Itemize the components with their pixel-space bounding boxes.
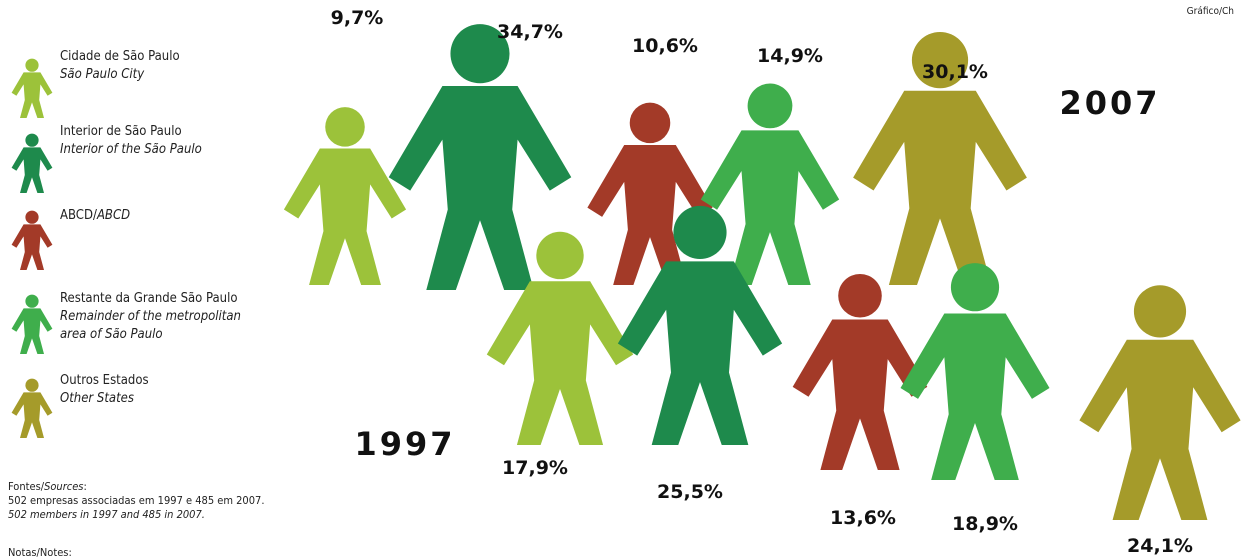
legend-label: ABCD	[60, 208, 93, 223]
person-figure	[700, 83, 840, 285]
sources-label-en: Sources	[44, 480, 84, 493]
value-label: 18,9%	[952, 513, 1018, 535]
legend-icon	[11, 210, 53, 270]
person-figure	[283, 107, 407, 285]
figure-body	[11, 147, 53, 193]
figure-head	[25, 210, 39, 224]
figure-body	[587, 145, 713, 285]
colon: :	[83, 480, 87, 493]
person-figure	[900, 263, 1050, 480]
legend-label: Cidade de São Paulo	[60, 49, 180, 64]
sources-text: 502 empresas associadas em 1997 e 485 em…	[8, 494, 265, 507]
legend-label-en: Interior of the São Paulo	[60, 142, 202, 157]
person-figure	[792, 273, 928, 470]
figure-head	[25, 378, 39, 392]
person-figure	[388, 24, 572, 290]
sources-label: Fontes/	[8, 480, 45, 493]
legend-label-en: ABCD	[96, 208, 131, 223]
figure-head	[911, 31, 969, 89]
person-figure	[853, 31, 1027, 285]
figure-head	[450, 24, 510, 84]
separator: /	[92, 208, 97, 223]
credit: Gráfico/Ch	[1186, 6, 1234, 17]
person-figure	[486, 231, 634, 445]
value-label: 34,7%	[497, 21, 563, 43]
figure-body	[617, 261, 783, 445]
legend-entry: Cidade de São Paulo São Paulo City	[60, 48, 280, 84]
notes-label: Notas/Notes:	[8, 546, 72, 559]
value-label: 17,9%	[502, 457, 568, 479]
figure-body	[853, 90, 1027, 285]
value-label: 14,9%	[757, 45, 823, 67]
person-figure	[617, 205, 783, 445]
legend-entry: Outros Estados Other States	[60, 372, 280, 408]
figure-body	[388, 85, 572, 290]
legend-label-en: São Paulo City	[60, 67, 145, 82]
figure-head	[25, 58, 39, 72]
figure-head	[838, 273, 882, 318]
figure-body	[486, 281, 634, 445]
year-label: 1997	[354, 425, 455, 463]
legend-icon	[11, 133, 53, 193]
legend-entry: Restante da Grande São Paulo Remainder of…	[60, 290, 250, 344]
value-label: 9,7%	[331, 7, 384, 29]
figure-body	[11, 392, 53, 438]
figure-body	[1079, 339, 1241, 520]
figure-head	[950, 263, 1000, 312]
legend-label-en: Remainder of the metropolitan area of Sã…	[60, 309, 241, 342]
person-figure	[1079, 285, 1241, 520]
figure-head	[325, 107, 365, 147]
value-label: 24,1%	[1127, 535, 1193, 557]
legend-icon	[11, 294, 53, 354]
figure-body	[11, 72, 53, 118]
legend-label: Interior de São Paulo	[60, 124, 182, 139]
sources: Fontes/Sources: 502 empresas associadas …	[8, 480, 264, 522]
person-figure	[587, 102, 713, 285]
figure-body	[283, 148, 407, 285]
figure-head	[1133, 285, 1187, 338]
figure-body	[700, 130, 840, 285]
sources-text-en: 502 members in 1997 and 485 in 2007.	[8, 508, 205, 521]
figure-head	[673, 205, 727, 259]
figure-head	[629, 102, 671, 144]
figure-head	[25, 133, 39, 147]
figure-head	[747, 83, 793, 129]
legend-icon	[11, 58, 53, 118]
year-label: 2007	[1059, 84, 1160, 122]
figure-head	[536, 231, 584, 280]
value-label: 25,5%	[657, 481, 723, 503]
value-label: 13,6%	[830, 507, 896, 529]
legend-entry: ABCD/ABCD	[60, 207, 280, 225]
legend-label-en: Other States	[60, 391, 134, 406]
legend-label: Outros Estados	[60, 373, 149, 388]
legend-entry: Interior de São Paulo Interior of the São…	[60, 123, 280, 159]
value-label: 10,6%	[632, 35, 698, 57]
figure-body	[11, 308, 53, 354]
legend-label: Restante da Grande São Paulo	[60, 291, 238, 306]
figure-body	[900, 313, 1050, 480]
figure-body	[11, 224, 53, 270]
legend-icon	[11, 378, 53, 438]
figure-body	[792, 319, 928, 470]
figure-head	[25, 294, 39, 308]
value-label: 30,1%	[922, 61, 988, 83]
